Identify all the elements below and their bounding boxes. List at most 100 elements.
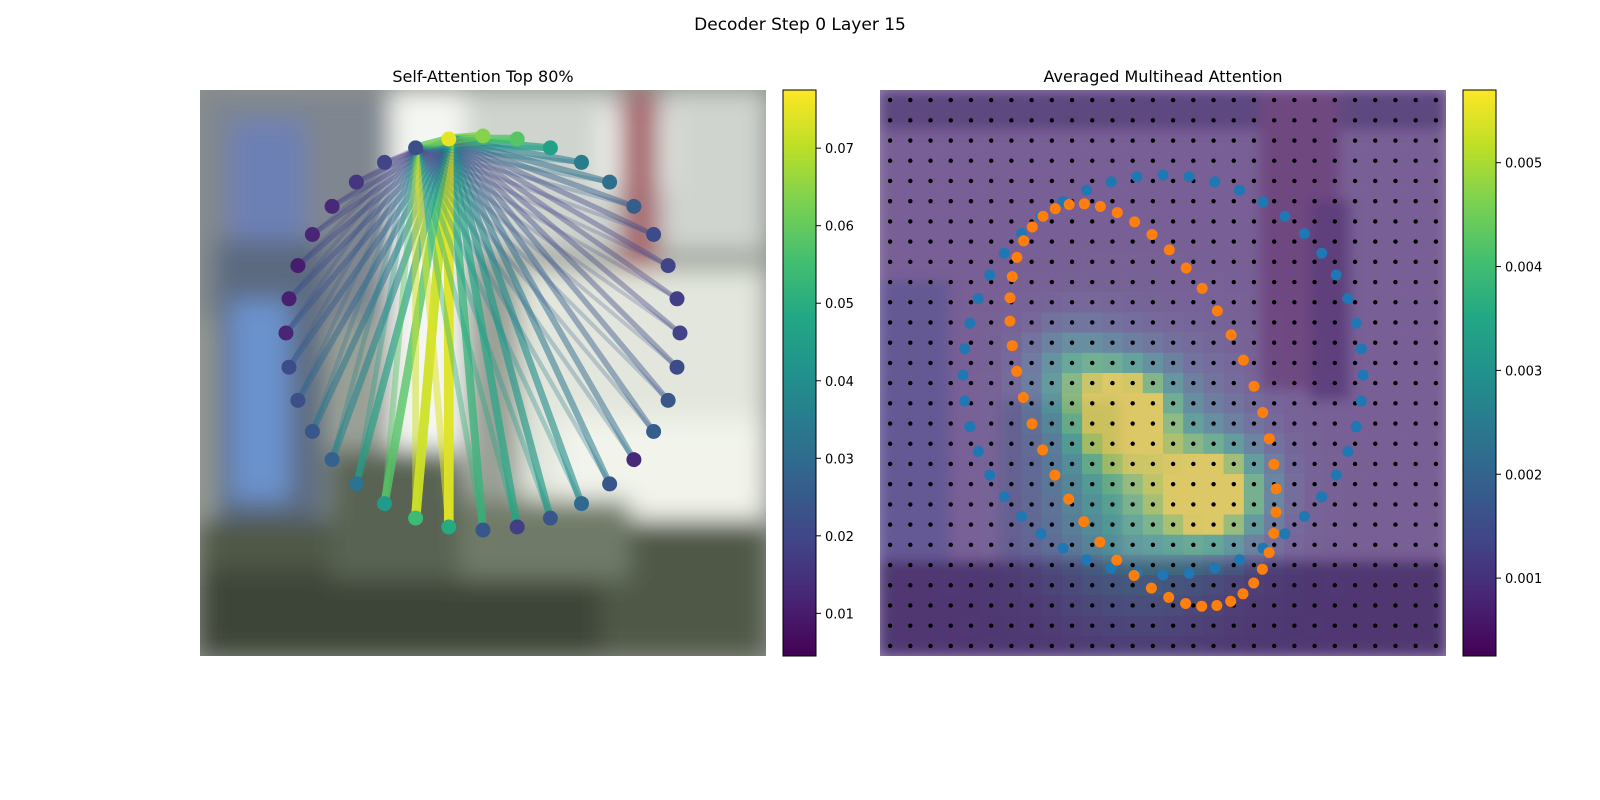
grid-point <box>1292 441 1297 446</box>
grid-point <box>1090 259 1095 265</box>
series-point <box>1279 210 1291 222</box>
attention-edge <box>445 136 637 210</box>
grid-point <box>928 259 933 265</box>
grid-point <box>1231 502 1236 507</box>
token-node <box>441 131 457 147</box>
grid-point <box>1069 522 1075 527</box>
grid-point <box>1191 623 1196 628</box>
grid-point <box>908 198 913 204</box>
grid-point <box>1271 320 1277 325</box>
series-point <box>1350 317 1362 329</box>
token-node <box>281 359 297 375</box>
grid-point <box>1393 623 1398 628</box>
grid-point <box>1130 522 1135 527</box>
grid-point <box>1393 279 1398 285</box>
grid-point <box>1170 138 1176 143</box>
grid-point <box>968 583 974 588</box>
grid-point <box>1433 259 1439 265</box>
series-point <box>1063 493 1075 505</box>
grid-point <box>1090 542 1095 548</box>
grid-point <box>1029 583 1034 588</box>
series-point <box>1157 569 1169 581</box>
grid-point <box>1191 583 1196 588</box>
grid-point <box>948 643 953 649</box>
grid-point <box>1231 583 1236 588</box>
grid-point <box>1352 158 1358 163</box>
grid-point <box>1130 623 1135 628</box>
grid-point <box>1130 583 1135 588</box>
grid-point <box>1251 239 1257 244</box>
grid-point <box>1332 643 1338 649</box>
grid-point <box>1352 138 1358 143</box>
grid-point <box>1433 239 1439 244</box>
grid-point <box>1373 481 1378 487</box>
grid-point <box>1373 97 1378 103</box>
grid-point <box>1029 562 1034 568</box>
grid-point <box>1110 542 1115 548</box>
grid-point <box>1170 380 1176 386</box>
token-node <box>290 392 306 408</box>
grid-point <box>1352 239 1358 244</box>
grid-point <box>1150 239 1156 244</box>
grid-point <box>1393 97 1398 103</box>
grid-point <box>1110 421 1115 426</box>
grid-point <box>1373 603 1378 608</box>
grid-point <box>1292 118 1297 123</box>
grid-point <box>1130 502 1135 507</box>
grid-point <box>887 421 893 426</box>
grid-point <box>1312 441 1317 446</box>
attention-edge <box>283 145 418 336</box>
token-node <box>660 392 676 408</box>
grid-point <box>1170 643 1176 649</box>
grid-point <box>1069 603 1075 608</box>
attention-edge <box>412 145 520 530</box>
grid-point <box>1069 380 1075 386</box>
series-point <box>1016 510 1028 522</box>
grid-point <box>1009 522 1014 527</box>
grid-point <box>1312 380 1317 386</box>
grid-point <box>948 320 953 325</box>
token-node <box>602 174 618 190</box>
grid-point <box>1271 502 1277 507</box>
grid-point <box>1373 138 1378 143</box>
grid-point <box>1069 441 1075 446</box>
grid-point <box>1312 320 1317 325</box>
token-node <box>509 131 525 147</box>
grid-point <box>1029 441 1034 446</box>
grid-point <box>1191 259 1196 265</box>
grid-point <box>1130 643 1135 649</box>
grid-point <box>1231 97 1236 103</box>
grid-point <box>1332 118 1338 123</box>
grid-point <box>1110 340 1115 345</box>
grid-point <box>1090 360 1095 366</box>
series-point <box>1163 244 1175 256</box>
grid-point <box>1009 623 1014 628</box>
grid-point <box>1393 158 1398 163</box>
grid-point <box>1271 239 1277 244</box>
grid-point <box>988 279 994 285</box>
grid-point <box>1413 279 1418 285</box>
grid-point <box>908 219 913 224</box>
grid-point <box>988 158 994 163</box>
grid-point <box>1433 461 1439 467</box>
grid-point <box>968 441 974 446</box>
series-point <box>1342 293 1354 304</box>
grid-point <box>1130 380 1135 386</box>
series-point <box>957 369 969 381</box>
grid-point <box>1332 158 1338 163</box>
grid-point <box>1373 300 1378 305</box>
grid-point <box>1352 481 1358 487</box>
grid-point <box>1009 421 1014 426</box>
grid-point <box>1110 118 1115 123</box>
grid-point <box>887 623 893 628</box>
grid-point <box>1069 583 1075 588</box>
grid-point <box>1393 219 1398 224</box>
attention-edge <box>381 144 419 507</box>
grid-point <box>1211 421 1216 426</box>
grid-point <box>1332 198 1338 204</box>
grid-point <box>1049 138 1055 143</box>
grid-point <box>1170 461 1176 467</box>
series-point <box>1256 563 1268 575</box>
grid-point <box>1332 178 1338 184</box>
grid-point <box>1191 441 1196 446</box>
